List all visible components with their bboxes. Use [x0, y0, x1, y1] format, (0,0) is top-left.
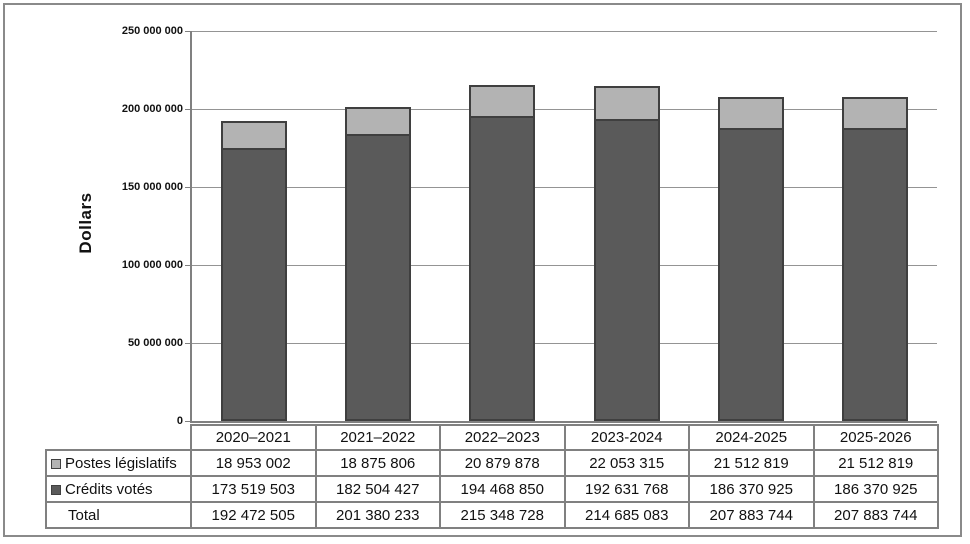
- value-cell: 207 883 744: [688, 501, 815, 529]
- row-label-postes-legislatifs: Postes législatifs: [45, 449, 192, 477]
- table-row-credits-votes: Crédits votés 173 519 503 182 504 427 194 4…: [45, 475, 939, 503]
- bar-segment-credits-votes: [345, 136, 412, 421]
- value-cell: 21 512 819: [812, 449, 939, 477]
- gridline: [192, 187, 937, 188]
- stacked-bar-2023-2024: [593, 86, 660, 421]
- gridline: [192, 343, 937, 344]
- value-cell: 20 879 878: [439, 449, 566, 477]
- bar-segment-postes-legislatifs: [221, 120, 288, 151]
- table-corner-blank: [46, 425, 191, 450]
- gridline: [192, 31, 937, 32]
- y-axis-tick-label: 200 000 000: [121, 103, 183, 115]
- bar-segment-credits-votes: [593, 120, 660, 421]
- data-table: 2020–2021 2021–2022 2022–2023 2023-2024 2024…: [45, 424, 939, 529]
- column-header-2023-2024: 2023-2024: [563, 424, 690, 451]
- bar-segment-postes-legislatifs: [841, 96, 908, 131]
- table-header-row: 2020–2021 2021–2022 2022–2023 2023-2024 2024…: [46, 424, 939, 451]
- bar-segment-credits-votes: [221, 150, 288, 421]
- gridline: [192, 265, 937, 266]
- value-cell: 192 472 505: [190, 501, 317, 529]
- bar-segment-postes-legislatifs: [717, 96, 784, 131]
- y-axis-tick: [185, 187, 190, 188]
- value-cell: 214 685 083: [563, 501, 690, 529]
- bar-segment-postes-legislatifs: [593, 86, 660, 121]
- value-cell: 18 953 002: [190, 449, 317, 477]
- bar-segment-credits-votes: [469, 117, 536, 421]
- stacked-bar-2025-2026: [841, 96, 908, 421]
- stacked-bar-2022-2023: [469, 85, 536, 421]
- value-cell: 207 883 744: [812, 501, 939, 529]
- legend-marker-postes-legislatifs: [51, 458, 61, 469]
- bar-segment-postes-legislatifs: [469, 85, 536, 118]
- y-axis-tick: [185, 109, 190, 110]
- y-axis-tick-label: 150 000 000: [121, 181, 183, 193]
- plot-area: [190, 31, 937, 423]
- legend-marker-credits-votes: [51, 484, 61, 495]
- y-axis-title: Dollars: [76, 192, 95, 254]
- column-header-2021-2022: 2021–2022: [314, 424, 441, 451]
- value-cell: 215 348 728: [439, 501, 566, 529]
- bar-segment-postes-legislatifs: [345, 106, 412, 137]
- y-axis-tick-label: 100 000 000: [121, 259, 183, 271]
- bar-segment-credits-votes: [717, 130, 784, 421]
- row-label-credits-votes: Crédits votés: [45, 475, 192, 503]
- y-axis-tick-label: 250 000 000: [121, 25, 183, 37]
- gridline: [192, 109, 937, 110]
- value-cell: 186 370 925: [812, 475, 939, 503]
- table-row-postes-legislatifs: Postes législatifs 18 953 002 18 875 806 20…: [45, 449, 939, 477]
- y-axis-tick-label: 0: [176, 415, 183, 427]
- y-axis-tick-label: 50 000 000: [127, 337, 183, 349]
- y-axis-tick: [185, 31, 190, 32]
- column-header-2020-2021: 2020–2021: [190, 424, 317, 451]
- y-axis-tick: [185, 421, 190, 422]
- bar-segment-credits-votes: [841, 130, 908, 421]
- column-header-2025-2026: 2025-2026: [812, 424, 939, 451]
- stacked-bar-2021-2022: [345, 106, 412, 421]
- value-cell: 173 519 503: [190, 475, 317, 503]
- column-header-2022-2023: 2022–2023: [439, 424, 566, 451]
- value-cell: 21 512 819: [688, 449, 815, 477]
- y-axis-tick: [185, 265, 190, 266]
- column-header-2024-2025: 2024-2025: [688, 424, 815, 451]
- value-cell: 18 875 806: [314, 449, 441, 477]
- value-cell: 201 380 233: [314, 501, 441, 529]
- stacked-bar-2020-2021: [221, 120, 288, 421]
- chart-frame: Dollars 0 50 000 000 100 000 000 150 000 00…: [3, 3, 962, 537]
- table-row-total: Total 192 472 505 201 380 233 215 348 728 21…: [45, 501, 939, 529]
- value-cell: 194 468 850: [439, 475, 566, 503]
- value-cell: 186 370 925: [688, 475, 815, 503]
- value-cell: 22 053 315: [563, 449, 690, 477]
- value-cell: 192 631 768: [563, 475, 690, 503]
- stacked-bar-2024-2025: [717, 96, 784, 421]
- value-cell: 182 504 427: [314, 475, 441, 503]
- row-label-total: Total: [45, 501, 192, 529]
- y-axis-tick: [185, 343, 190, 344]
